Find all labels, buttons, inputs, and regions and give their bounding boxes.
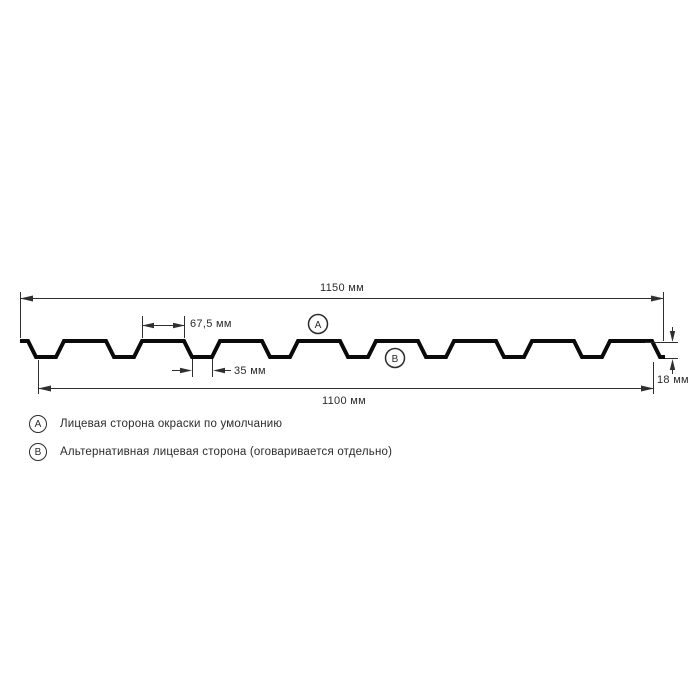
arrowhead-right-pointing [180,367,192,374]
height-label: 18 мм [657,374,689,386]
trough-width-label: 35 мм [234,365,266,377]
legend-marker-a-circle: A [29,415,47,433]
legend: A Лицевая сторона окраски по умолчанию B… [29,414,392,462]
legend-label-b: Альтернативная лицевая сторона (оговарив… [60,446,393,458]
arrowhead-left [20,295,33,302]
marker-a-letter: A [315,320,322,331]
total-width-label: 1150 мм [320,282,364,294]
arrowhead-right [641,385,654,392]
marker-side-b: B [384,347,406,369]
arrowhead-right [651,295,664,302]
arrowhead-up [669,359,676,370]
legend-item-b: B Альтернативная лицевая сторона (оговар… [29,442,392,462]
arrowhead-down [669,331,676,342]
arrowhead-left [142,322,154,329]
dimension-crest-width [142,316,185,338]
marker-side-a: A [307,313,329,335]
arrowhead-right [173,322,185,329]
dimension-trough-width [172,359,231,377]
marker-b-letter: B [392,354,399,365]
sheet-profile-outline [20,339,665,359]
dimension-height [645,327,678,374]
working-width-label: 1100 мм [322,395,366,407]
dimension-total-width [20,292,664,341]
legend-item-a: A Лицевая сторона окраски по умолчанию [29,414,392,434]
arrowhead-left [38,385,51,392]
arrowhead-left-pointing [213,367,225,374]
crest-width-label: 67,5 мм [190,318,232,330]
legend-marker-b-circle: B [29,443,47,461]
marker-a-circle [307,313,329,335]
dimension-working-width [38,360,654,394]
legend-label-a: Лицевая сторона окраски по умолчанию [60,418,283,430]
marker-b-circle [384,347,406,369]
